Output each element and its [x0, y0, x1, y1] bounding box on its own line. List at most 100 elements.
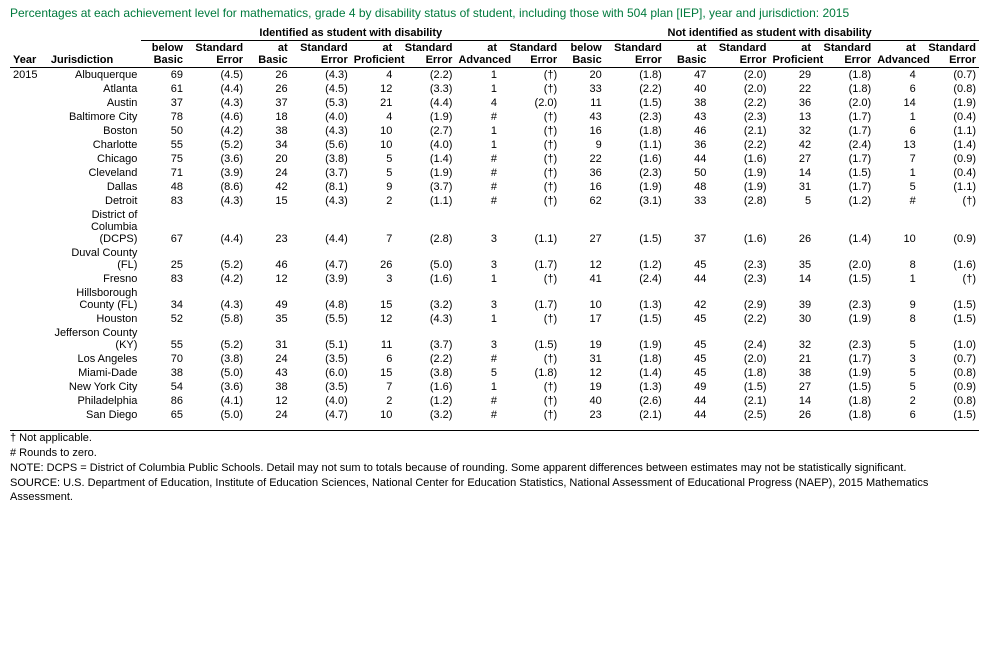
cell-value: 44 — [665, 394, 710, 408]
cell-value: 43 — [560, 110, 605, 124]
cell-value: (5.0) — [186, 408, 246, 422]
cell-value: (1.7) — [814, 180, 874, 194]
cell-value: 5 — [874, 326, 919, 352]
cell-year — [10, 312, 48, 326]
cell-value: 4 — [351, 68, 396, 83]
cell-value: 45 — [665, 366, 710, 380]
cell-value: # — [455, 194, 500, 208]
cell-value: (1.1) — [605, 138, 665, 152]
cell-year — [10, 272, 48, 286]
cell-value: 71 — [141, 166, 186, 180]
cell-value: (†) — [919, 272, 979, 286]
cell-year — [10, 124, 48, 138]
cell-value: (1.6) — [919, 246, 979, 272]
table-row: 2015Albuquerque69(4.5)26(4.3)4(2.2)1(†)2… — [10, 68, 979, 83]
cell-value: (1.8) — [814, 82, 874, 96]
cell-value: (1.8) — [605, 124, 665, 138]
cell-value: (0.9) — [919, 208, 979, 246]
cell-value: 83 — [141, 272, 186, 286]
cell-value: (†) — [500, 124, 560, 138]
cell-jurisdiction: Charlotte — [48, 138, 142, 152]
cell-value: (2.3) — [605, 166, 665, 180]
cell-value: (4.3) — [291, 124, 351, 138]
cell-value: 43 — [665, 110, 710, 124]
cell-value: 20 — [246, 152, 291, 166]
cell-value: (1.8) — [814, 394, 874, 408]
cell-value: (†) — [500, 408, 560, 422]
cell-value: 38 — [770, 366, 815, 380]
col-below-basic: below Basic — [560, 41, 605, 68]
cell-jurisdiction: Houston — [48, 312, 142, 326]
cell-jurisdiction: Cleveland — [48, 166, 142, 180]
cell-value: (1.6) — [709, 208, 769, 246]
cell-value: 5 — [455, 366, 500, 380]
cell-value: 83 — [141, 194, 186, 208]
cell-value: 67 — [141, 208, 186, 246]
cell-value: (2.9) — [709, 286, 769, 312]
cell-value: 10 — [351, 138, 396, 152]
table-row: Austin37(4.3)37(5.3)21(4.4)4(2.0)11(1.5)… — [10, 96, 979, 110]
col-at-basic: at Basic — [246, 41, 291, 68]
table-row: San Diego65(5.0)24(4.7)10(3.2)#(†)23(2.1… — [10, 408, 979, 422]
cell-value: (2.2) — [395, 352, 455, 366]
cell-value: 1 — [874, 166, 919, 180]
cell-value: (3.7) — [395, 326, 455, 352]
group-header-no-disability: Not identified as student with disabilit… — [560, 26, 979, 41]
cell-value: 26 — [246, 68, 291, 83]
cell-value: (1.8) — [814, 408, 874, 422]
cell-value: 14 — [770, 394, 815, 408]
cell-value: (1.8) — [500, 366, 560, 380]
cell-value: 54 — [141, 380, 186, 394]
cell-value: 1 — [455, 312, 500, 326]
cell-value: (†) — [500, 110, 560, 124]
cell-value: (2.2) — [395, 68, 455, 83]
cell-value: 46 — [246, 246, 291, 272]
cell-value: (1.5) — [605, 96, 665, 110]
cell-value: (5.3) — [291, 96, 351, 110]
cell-value: 45 — [665, 352, 710, 366]
cell-jurisdiction: Baltimore City — [48, 110, 142, 124]
cell-value: (0.9) — [919, 380, 979, 394]
cell-value: 45 — [665, 312, 710, 326]
cell-value: 23 — [560, 408, 605, 422]
cell-value: 38 — [141, 366, 186, 380]
cell-value: (5.2) — [186, 138, 246, 152]
cell-value: (4.0) — [291, 394, 351, 408]
cell-value: 5 — [874, 180, 919, 194]
cell-value: (1.1) — [919, 180, 979, 194]
col-at-proficient: at Proficient — [351, 41, 396, 68]
cell-value: (0.8) — [919, 366, 979, 380]
cell-value: (1.6) — [709, 152, 769, 166]
cell-value: (3.5) — [291, 380, 351, 394]
col-below-basic: below Basic — [141, 41, 186, 68]
cell-year — [10, 366, 48, 380]
cell-value: (†) — [500, 394, 560, 408]
cell-value: (3.3) — [395, 82, 455, 96]
cell-value: 7 — [874, 152, 919, 166]
footnote-line: † Not applicable. — [10, 431, 979, 446]
cell-jurisdiction: Atlanta — [48, 82, 142, 96]
cell-value: (2.2) — [605, 82, 665, 96]
cell-value: (1.5) — [814, 166, 874, 180]
cell-value: (3.6) — [186, 152, 246, 166]
cell-value: 6 — [874, 124, 919, 138]
cell-value: (3.1) — [605, 194, 665, 208]
cell-value: 1 — [455, 68, 500, 83]
cell-value: 61 — [141, 82, 186, 96]
cell-value: 44 — [665, 408, 710, 422]
cell-value: (†) — [500, 194, 560, 208]
cell-value: (†) — [500, 82, 560, 96]
cell-value: 44 — [665, 152, 710, 166]
table-row: Detroit83(4.3)15(4.3)2(1.1)#(†)62(3.1)33… — [10, 194, 979, 208]
table-row: Houston52(5.8)35(5.5)12(4.3)1(†)17(1.5)4… — [10, 312, 979, 326]
cell-jurisdiction: Los Angeles — [48, 352, 142, 366]
cell-value: (3.2) — [395, 286, 455, 312]
cell-value: 9 — [560, 138, 605, 152]
cell-value: (5.2) — [186, 246, 246, 272]
cell-value: (1.6) — [605, 152, 665, 166]
col-year: Year — [10, 41, 48, 68]
cell-value: 12 — [246, 394, 291, 408]
cell-value: 5 — [770, 194, 815, 208]
cell-value: 3 — [455, 326, 500, 352]
cell-value: 34 — [246, 138, 291, 152]
